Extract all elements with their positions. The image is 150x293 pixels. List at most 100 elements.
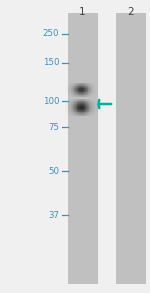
Bar	[94, 110, 95, 111]
Bar	[66, 104, 67, 105]
Bar	[69, 85, 70, 86]
Bar	[72, 101, 73, 102]
Bar	[86, 113, 87, 114]
Bar	[70, 86, 71, 87]
Bar	[83, 93, 84, 94]
Bar	[82, 101, 83, 102]
Bar	[93, 86, 94, 87]
Bar	[96, 91, 97, 92]
Bar	[87, 92, 88, 93]
Bar	[70, 103, 71, 104]
Bar	[84, 83, 85, 84]
Bar	[75, 112, 76, 113]
Bar	[81, 103, 82, 104]
Bar	[75, 107, 76, 108]
Bar	[76, 99, 77, 100]
Bar	[66, 102, 67, 103]
Bar	[81, 108, 82, 109]
Bar	[85, 95, 86, 96]
Bar	[94, 94, 95, 95]
Bar	[72, 112, 73, 113]
Bar	[88, 103, 89, 104]
Bar	[71, 85, 72, 86]
Bar	[74, 103, 75, 104]
Bar	[91, 86, 92, 87]
Bar	[75, 115, 76, 116]
Bar	[67, 113, 68, 114]
Bar	[66, 101, 67, 102]
Bar	[97, 110, 98, 111]
Bar	[77, 112, 78, 113]
Bar	[84, 112, 85, 113]
Bar	[77, 102, 78, 103]
Bar	[96, 111, 97, 112]
Bar	[71, 92, 72, 93]
Bar	[85, 115, 86, 116]
Bar	[91, 94, 92, 95]
Bar	[72, 86, 73, 87]
Bar	[94, 104, 95, 105]
Bar	[84, 101, 85, 102]
Bar	[68, 110, 69, 111]
Bar	[87, 109, 88, 110]
Bar	[75, 113, 76, 114]
Bar	[81, 99, 82, 100]
Bar	[69, 109, 70, 110]
Bar	[77, 115, 78, 116]
Bar	[65, 105, 66, 106]
Bar	[82, 87, 83, 88]
Bar	[79, 100, 80, 101]
Bar	[67, 101, 68, 102]
Bar	[93, 90, 94, 91]
Bar	[66, 109, 67, 110]
Bar	[82, 102, 83, 103]
Bar	[93, 108, 94, 109]
Bar	[78, 104, 79, 105]
Bar	[78, 93, 79, 94]
Bar	[78, 101, 79, 102]
Bar	[86, 107, 87, 108]
Bar	[88, 86, 89, 87]
Bar	[67, 93, 68, 94]
Bar	[91, 87, 92, 88]
Bar	[91, 115, 92, 116]
Bar	[76, 86, 77, 87]
Bar	[75, 104, 76, 105]
Bar	[95, 103, 96, 104]
Bar	[91, 111, 92, 112]
Bar	[74, 83, 75, 84]
Bar	[70, 93, 71, 94]
Bar	[73, 93, 74, 94]
Bar	[84, 111, 85, 112]
Bar	[91, 92, 92, 93]
Bar	[68, 114, 69, 115]
Bar	[78, 84, 79, 85]
Bar	[89, 91, 90, 92]
Bar	[76, 106, 77, 107]
Bar	[75, 92, 76, 93]
Bar	[71, 111, 72, 112]
Bar	[82, 84, 83, 85]
Bar	[71, 105, 72, 106]
Bar	[67, 106, 68, 107]
Bar	[86, 103, 87, 104]
Bar	[80, 110, 81, 111]
Bar	[70, 102, 71, 103]
Bar	[74, 87, 75, 88]
Bar	[73, 102, 74, 103]
Bar	[92, 86, 93, 87]
Bar	[86, 88, 87, 89]
Bar	[66, 111, 67, 112]
Bar	[95, 93, 96, 94]
Bar	[88, 90, 89, 91]
Bar	[70, 108, 71, 109]
Bar	[84, 106, 85, 107]
Bar	[79, 103, 80, 104]
Text: 150: 150	[43, 59, 59, 67]
Bar	[84, 84, 85, 85]
Bar	[76, 90, 77, 91]
Bar	[85, 96, 86, 97]
Bar	[76, 87, 77, 88]
Bar	[73, 101, 74, 102]
Bar	[90, 87, 91, 88]
